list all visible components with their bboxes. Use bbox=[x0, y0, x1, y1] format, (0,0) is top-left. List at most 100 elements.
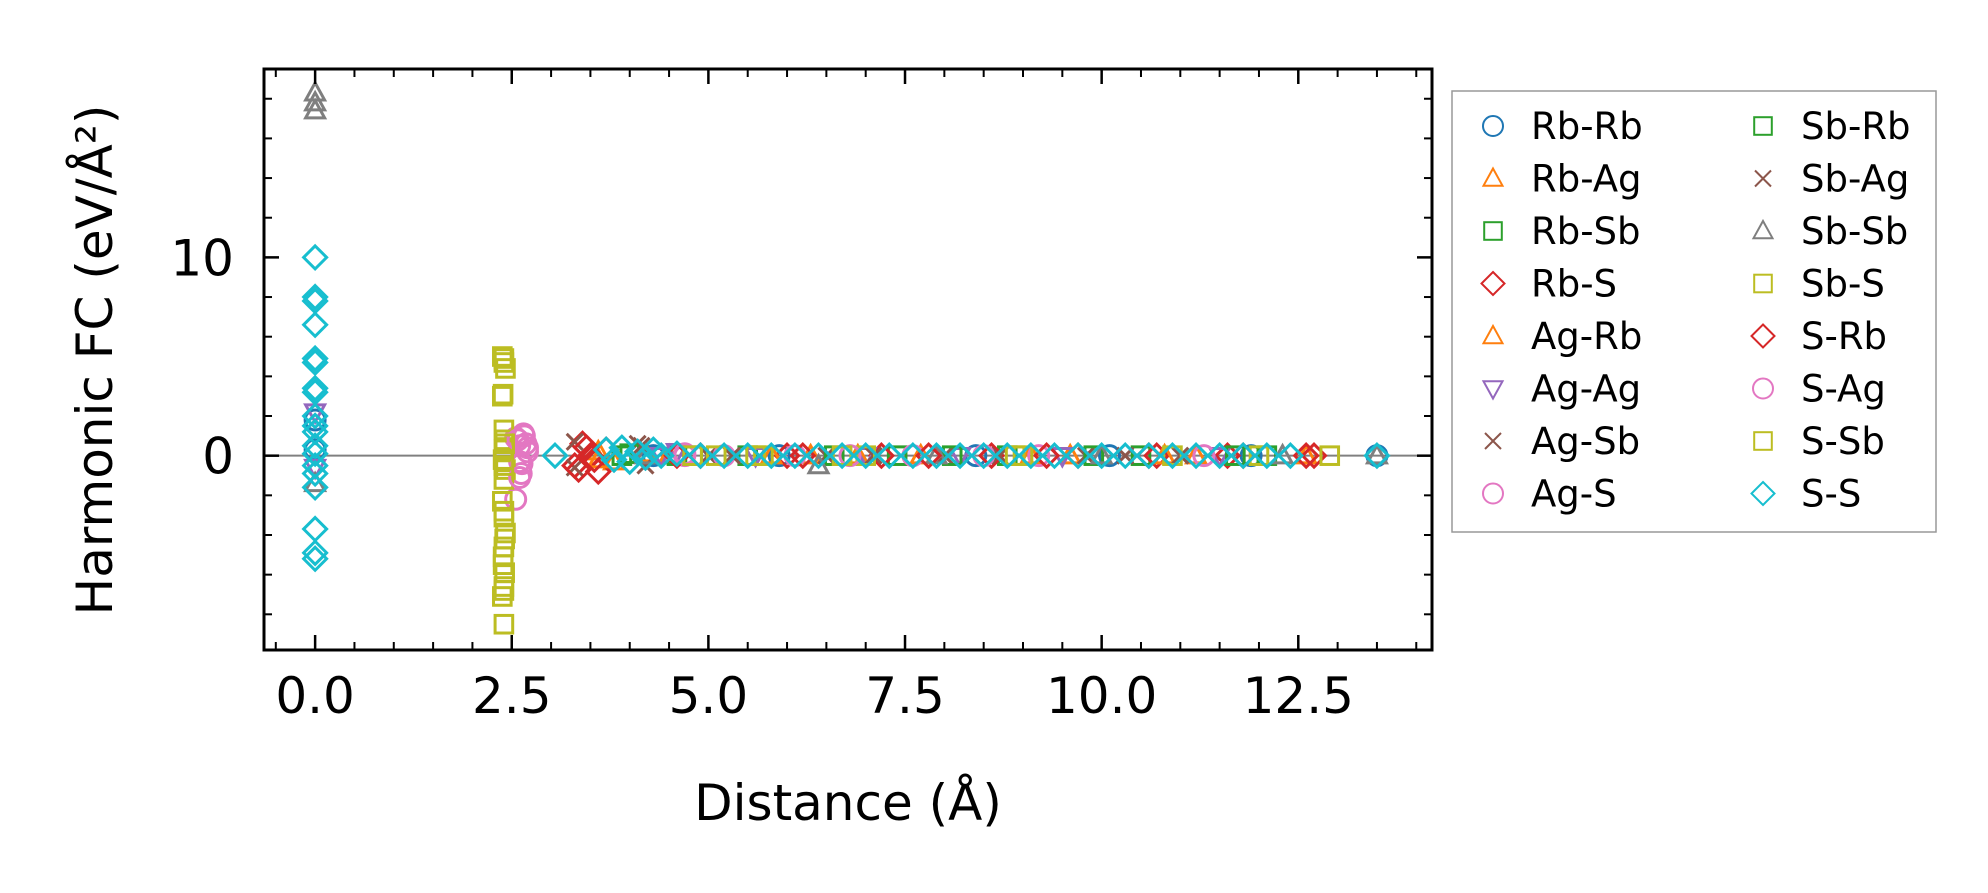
data-point bbox=[493, 613, 515, 635]
data-point bbox=[804, 442, 833, 470]
legend-marker bbox=[1753, 431, 1773, 451]
legend-marker bbox=[1753, 116, 1773, 136]
data-point bbox=[1276, 442, 1305, 470]
series-ag-ag bbox=[303, 403, 1232, 481]
data-point bbox=[301, 283, 329, 311]
series-s-s bbox=[301, 243, 1391, 573]
legend-marker bbox=[1750, 480, 1776, 507]
legend-label: Sb-Ag bbox=[1801, 158, 1909, 201]
data-point bbox=[572, 434, 601, 462]
data-point bbox=[303, 89, 328, 112]
data-point bbox=[616, 447, 644, 476]
data-point bbox=[1364, 442, 1389, 465]
data-point bbox=[493, 500, 515, 522]
x-tick-label: 2.5 bbox=[472, 667, 552, 725]
legend-label: Ag-S bbox=[1531, 473, 1617, 516]
data-point bbox=[1135, 442, 1163, 470]
data-point bbox=[686, 442, 715, 470]
series-sb-sb bbox=[303, 79, 1389, 493]
data-point bbox=[886, 445, 908, 466]
data-point bbox=[301, 243, 329, 272]
data-point bbox=[757, 442, 785, 470]
data-point bbox=[1083, 445, 1105, 466]
legend: Rb-Rb Rb-Ag Rb-Sb Rb-S Ag-Rb Ag-Ag Ag-Sb Ag-S Sb… bbox=[1451, 90, 1937, 533]
legend-marker bbox=[1752, 377, 1774, 400]
legend-marker bbox=[1754, 169, 1772, 188]
legend-marker bbox=[1481, 380, 1505, 401]
legend-label: Sb-Sb bbox=[1801, 210, 1908, 253]
data-point bbox=[946, 442, 974, 470]
legend-marker bbox=[1751, 218, 1775, 240]
x-tick-label: 0.0 bbox=[275, 667, 355, 725]
data-point bbox=[565, 432, 584, 451]
data-point bbox=[1017, 442, 1045, 470]
legend-box bbox=[1451, 90, 1937, 533]
data-point bbox=[1162, 445, 1183, 466]
data-point bbox=[924, 442, 949, 465]
data-point bbox=[1098, 444, 1122, 468]
legend-label: Rb-Ag bbox=[1531, 158, 1642, 201]
legend-marker bbox=[1480, 270, 1506, 297]
legend-label: Rb-S bbox=[1531, 263, 1617, 306]
data-point bbox=[493, 580, 515, 601]
data-point bbox=[303, 408, 327, 432]
data-point bbox=[303, 97, 328, 120]
data-point bbox=[492, 586, 513, 607]
data-point bbox=[492, 554, 514, 576]
data-point bbox=[855, 445, 876, 466]
legend-marker bbox=[1481, 323, 1505, 345]
data-point bbox=[508, 465, 532, 489]
legend-marker bbox=[1482, 115, 1504, 137]
data-point bbox=[301, 348, 329, 377]
data-point bbox=[1027, 444, 1051, 468]
data-point bbox=[301, 545, 329, 573]
data-point bbox=[1064, 442, 1092, 470]
data-point bbox=[1248, 445, 1270, 466]
y-axis-label: Harmonic FC (eV/Å²) bbox=[66, 105, 124, 616]
legend-label: S-Sb bbox=[1801, 420, 1885, 463]
x-tick-label: 7.5 bbox=[865, 667, 945, 725]
legend-label: S-Rb bbox=[1801, 315, 1887, 358]
legend-label: Sb-S bbox=[1801, 263, 1885, 306]
data-point bbox=[301, 344, 329, 373]
data-point bbox=[504, 487, 528, 511]
data-point bbox=[922, 442, 951, 470]
data-point bbox=[493, 469, 515, 490]
legend-label: Ag-Sb bbox=[1531, 420, 1640, 463]
data-point bbox=[493, 348, 515, 369]
data-point bbox=[663, 440, 691, 468]
data-point bbox=[993, 442, 1021, 470]
data-point bbox=[1130, 445, 1152, 466]
legend-marker bbox=[1482, 482, 1504, 505]
data-point bbox=[852, 442, 880, 470]
legend-label: Ag-Ag bbox=[1531, 368, 1641, 411]
data-point bbox=[494, 433, 515, 455]
legend-marker bbox=[1750, 323, 1776, 349]
legend-label: S-Ag bbox=[1801, 368, 1886, 411]
data-point bbox=[1182, 442, 1210, 470]
data-point bbox=[494, 528, 515, 550]
data-point bbox=[564, 455, 593, 484]
data-point bbox=[682, 445, 703, 466]
data-point bbox=[301, 402, 329, 430]
data-point bbox=[492, 383, 514, 405]
legend-label: Rb-Sb bbox=[1531, 210, 1641, 253]
data-point bbox=[722, 446, 742, 465]
data-point bbox=[970, 442, 998, 470]
data-point bbox=[301, 440, 329, 468]
data-point bbox=[515, 436, 539, 460]
y-tick-label: 10 bbox=[170, 229, 234, 287]
legend-label: Sb-Rb bbox=[1801, 105, 1911, 148]
data-point bbox=[1206, 442, 1234, 470]
data-point bbox=[710, 442, 738, 470]
data-point bbox=[1012, 445, 1034, 466]
data-point bbox=[301, 412, 329, 440]
legend-label: S-S bbox=[1801, 473, 1861, 516]
data-point bbox=[734, 442, 762, 470]
data-point bbox=[831, 445, 853, 466]
data-point bbox=[1225, 445, 1246, 466]
series-sb-s bbox=[492, 346, 1341, 635]
data-point bbox=[1253, 442, 1281, 470]
data-point bbox=[301, 374, 329, 402]
